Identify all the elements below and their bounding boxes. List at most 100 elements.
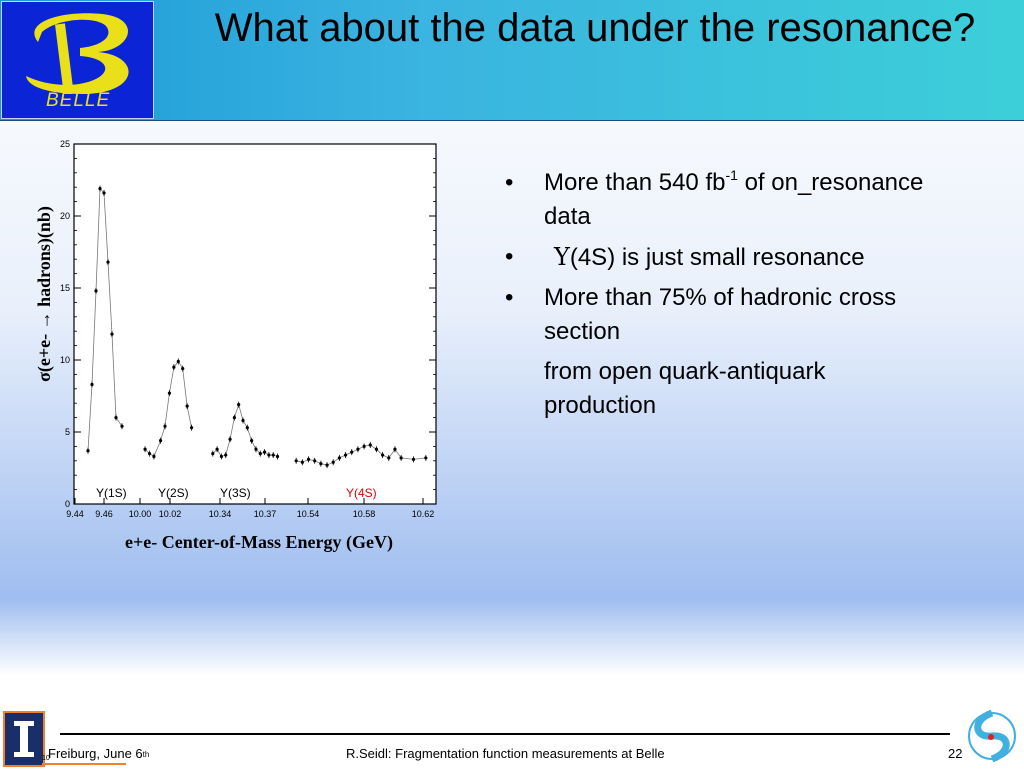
data-point	[143, 447, 147, 451]
x-tick-label: 10.62	[412, 509, 435, 519]
y-tick-label: 15	[60, 283, 70, 293]
data-point	[232, 416, 236, 420]
fit-curve-3S	[212, 403, 278, 457]
bullet-item: • More than 540 fb-1 of on_resonance dat…	[505, 166, 925, 234]
data-point	[172, 365, 176, 369]
logo-text: BELLE	[46, 90, 111, 111]
bullet-dot: •	[505, 284, 514, 311]
peak-label: Υ(2S)	[158, 486, 189, 500]
data-point	[368, 443, 372, 447]
data-point	[224, 453, 228, 457]
bullet-dot: •	[505, 243, 514, 270]
data-point	[245, 426, 249, 430]
bullet-dot: •	[505, 169, 514, 196]
x-tick-label: 9.44	[66, 509, 84, 519]
data-point	[294, 459, 298, 463]
data-point	[350, 450, 354, 454]
data-point	[306, 457, 311, 461]
bullet-text-after: of on_resonance data	[544, 169, 924, 230]
data-point	[387, 456, 391, 460]
data-point	[325, 463, 329, 467]
data-point	[399, 456, 403, 460]
data-point	[267, 453, 271, 457]
bullet-continuation: from open quark-antiquark production	[544, 358, 826, 419]
data-point	[158, 439, 163, 443]
data-point	[228, 437, 232, 441]
data-point	[424, 456, 428, 460]
data-point	[110, 332, 114, 336]
data-point	[152, 454, 156, 459]
y-tick-label: 0	[65, 499, 70, 509]
data-point	[250, 439, 254, 443]
data-point	[356, 447, 360, 451]
data-point	[114, 416, 118, 420]
page-number: 22	[948, 746, 963, 761]
data-point	[300, 460, 304, 464]
data-point	[185, 404, 189, 408]
y-tick-label: 5	[65, 427, 70, 437]
peak-label: Υ(1S)	[96, 486, 127, 500]
data-point	[374, 447, 379, 451]
y-tick-label: 10	[60, 355, 70, 365]
data-point	[176, 359, 180, 364]
data-point	[331, 460, 335, 464]
x-tick-label: 10.37	[254, 509, 277, 519]
x-tick-label: 10.34	[209, 509, 232, 519]
data-point	[98, 187, 102, 191]
belle-b-icon	[26, 13, 129, 94]
footer-date-sup: th	[142, 750, 150, 759]
data-point	[271, 453, 275, 457]
bullet-text: More than 540 fb	[544, 169, 726, 196]
plot-frame	[73, 143, 437, 505]
bullet-list: • More than 540 fb-1 of on_resonance dat…	[505, 166, 925, 423]
cross-section-chart: 0 5 10 15 20 25 9.44 9.46 10.00 10.02 10.34 10.37 10…	[28, 138, 448, 558]
data-point	[362, 444, 366, 448]
data-point	[411, 457, 416, 461]
data-point	[94, 289, 98, 293]
slide-title: What about the data under the resonance?	[214, 6, 976, 50]
data-point	[86, 449, 90, 453]
data-point	[90, 382, 94, 387]
x-tick-label: 10.00	[129, 509, 152, 519]
data-point	[163, 424, 167, 428]
footer-divider	[60, 733, 950, 735]
bullet-text: More than 75% of hadronic cross section	[544, 284, 897, 345]
footer-accent-line	[42, 763, 126, 765]
peak-label: Υ(4S)	[346, 486, 377, 500]
y-tick-label: 20	[60, 211, 70, 221]
data-point	[147, 452, 152, 456]
data-point	[120, 424, 124, 428]
belle-logo: BELLE	[1, 1, 154, 119]
footer-small-number: 10	[42, 755, 50, 762]
data-point	[167, 391, 172, 395]
x-tick-label: 10.54	[297, 509, 320, 519]
chart-svg: 0 5 10 15 20 25 9.44 9.46 10.00 10.02 10.34 10.37 10…	[34, 139, 437, 553]
footer-date: Freiburg, June 6th	[48, 746, 149, 761]
data-point	[106, 260, 110, 264]
x-axis-label: e+e- Center-of-Mass Energy (GeV)	[125, 532, 393, 553]
x-tick-label: 10.58	[353, 509, 376, 519]
data-point	[237, 403, 241, 407]
footer-date-text: Freiburg, June 6	[48, 746, 143, 761]
data-point	[189, 426, 194, 430]
data-point	[211, 452, 215, 456]
data-point	[343, 453, 348, 457]
slide-header: BELLE What about the data under the reso…	[0, 0, 1024, 121]
data-point	[275, 454, 280, 459]
bullet-item: • More than 75% of hadronic cross sectio…	[505, 281, 925, 349]
data-point	[337, 456, 341, 460]
data-point	[102, 191, 106, 195]
data-point	[262, 450, 267, 454]
kek-swirl-logo	[966, 709, 1018, 763]
data-point	[319, 462, 323, 466]
data-point	[254, 447, 258, 451]
data-point	[181, 367, 185, 371]
peak-label: Υ(3S)	[220, 486, 251, 500]
footer-title: R.Seidl: Fragmentation function measurem…	[346, 746, 665, 761]
bullet-item: • Υ(4S) is just small resonance	[505, 240, 925, 275]
y-axis-label: σ(e+e- → hadrons)(nb)	[34, 206, 55, 382]
illinois-logo	[3, 711, 45, 767]
data-point	[241, 418, 245, 423]
x-tick-label: 10.02	[159, 509, 182, 519]
data-point	[313, 459, 317, 463]
